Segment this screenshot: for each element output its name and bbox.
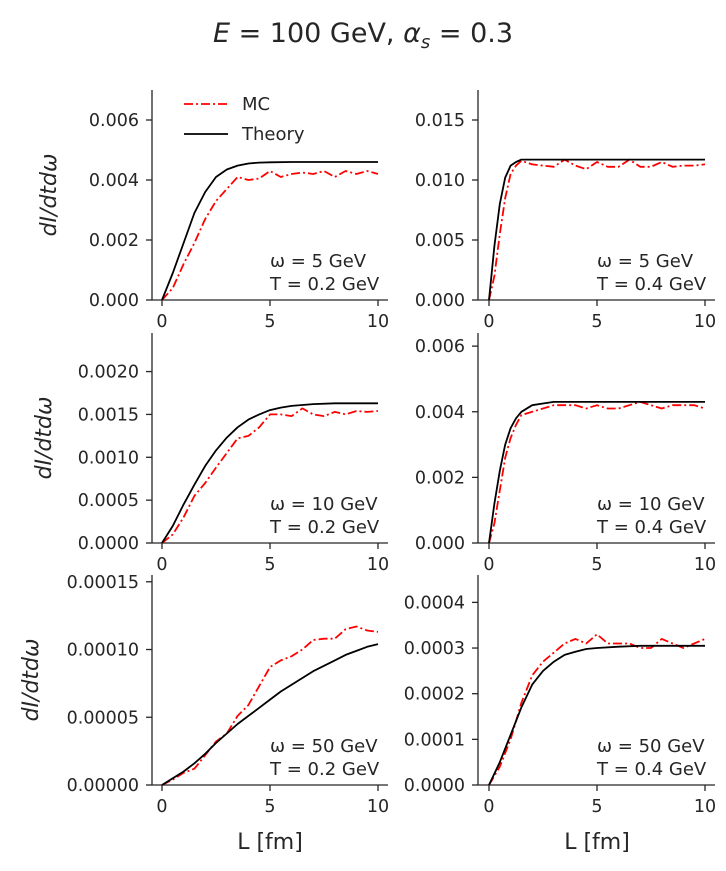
panel-annotation: T = 0.4 GeV [596,759,707,780]
panel-annotation: T = 0.2 GeV [269,517,380,538]
panel-annotation: T = 0.4 GeV [596,274,707,295]
y-tick-label: 0.00010 [67,641,139,661]
panel-annotation: ω = 5 GeV [597,251,694,272]
y-tick-label: 0.0015 [78,405,139,425]
x-tick-label: 10 [694,312,716,332]
x-tick-label: 0 [483,797,494,817]
y-axis-label: dI/dtdω [19,639,44,722]
panel-annotation: ω = 50 GeV [597,736,705,757]
y-tick-label: 0.006 [89,111,139,131]
y-tick-label: 0.002 [89,231,139,251]
legend-theory-label: Theory [241,124,305,145]
x-tick-label: 5 [591,797,602,817]
y-tick-label: 0.00000 [67,776,139,796]
series-theory-line [488,158,705,301]
series-theory-line [161,643,379,786]
x-tick-label: 10 [694,555,716,575]
panel-annotation: ω = 5 GeV [270,251,367,272]
figure-title: E = 100 GeV, αs = 0.3 [213,18,513,53]
x-axis-label: L [fm] [237,830,303,855]
y-tick-label: 0.015 [415,111,465,131]
y-tick-label: 0.0005 [78,491,139,511]
x-axis-label: L [fm] [564,830,630,855]
y-tick-label: 0.0020 [78,363,139,383]
y-tick-label: 0.00015 [67,573,139,593]
legend-mc-label: MC [242,94,270,115]
series-theory-line [488,644,705,786]
y-tick-label: 0.0002 [404,685,465,705]
panel-omega5-t02: 0.000 0.002 0.004 0.006 0 5 10 dI/dtdω ω = 5 GeV… [37,90,389,332]
panel-annotation: ω = 10 GeV [270,494,378,515]
series-mc-line [488,633,706,786]
series-mc-line [161,625,379,786]
y-tick-label: 0.000 [89,291,139,311]
y-axis-label: dI/dtdω [37,154,62,237]
panel-annotation: ω = 10 GeV [597,494,705,515]
legend: MC Theory [184,94,305,145]
panel-annotation: T = 0.2 GeV [269,274,380,295]
x-tick-label: 5 [591,555,602,575]
y-tick-label: 0.0004 [404,593,465,613]
y-tick-label: 0.004 [415,403,465,423]
x-tick-label: 0 [483,555,494,575]
y-tick-label: 0.000 [415,291,465,311]
y-tick-label: 0.000 [415,534,465,554]
x-tick-label: 10 [367,797,389,817]
x-tick-label: 5 [591,312,602,332]
series-mc-line [161,407,379,544]
x-tick-label: 5 [264,555,275,575]
panel-omega10-t02: 0.0000 0.0005 0.0010 0.0015 0.0020 0 5 10 dI/dtd… [32,333,389,575]
y-tick-label: 0.0001 [404,730,465,750]
y-tick-label: 0.00005 [67,708,139,728]
x-tick-label: 10 [367,555,389,575]
panel-annotation: T = 0.4 GeV [596,517,707,538]
y-tick-label: 0.010 [415,171,465,191]
panel-omega50-t04: 0.0000 0.0001 0.0002 0.0003 0.0004 0 5 10 L [fm]… [404,575,716,855]
panel-annotation: ω = 50 GeV [270,736,378,757]
y-tick-label: 0.006 [415,337,465,357]
series-mc-line [488,400,706,544]
x-tick-label: 0 [156,555,167,575]
y-tick-label: 0.004 [89,171,139,191]
series-theory-line [161,402,378,544]
x-tick-label: 10 [694,797,716,817]
series-mc-line [161,170,379,301]
y-tick-label: 0.002 [415,468,465,488]
series-theory-line [161,161,378,301]
y-tick-label: 0.0000 [404,776,465,796]
x-tick-label: 10 [367,312,389,332]
panel-annotation: T = 0.2 GeV [269,759,380,780]
x-tick-label: 0 [156,312,167,332]
y-tick-label: 0.0010 [78,448,139,468]
y-tick-label: 0.0000 [78,534,139,554]
y-tick-label: 0.0003 [404,639,465,659]
x-tick-label: 5 [264,797,275,817]
x-tick-label: 5 [264,312,275,332]
panel-omega50-t02: 0.00000 0.00005 0.00010 0.00015 0 5 10 dI/dtdω L… [19,573,389,855]
series-theory-line [488,400,705,544]
x-tick-label: 0 [156,797,167,817]
x-tick-label: 0 [483,312,494,332]
y-tick-label: 0.005 [415,231,465,251]
y-axis-label: dI/dtdω [32,397,57,480]
series-mc-line [488,158,706,301]
